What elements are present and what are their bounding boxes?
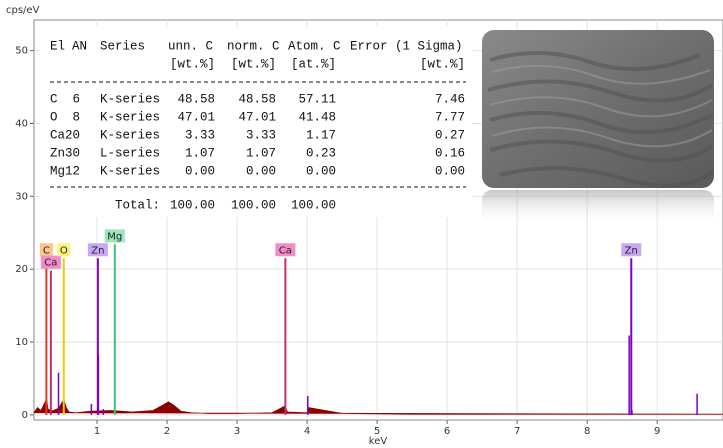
table-cell: 47.01	[238, 110, 276, 124]
table-cell: 0.27	[435, 128, 465, 142]
table-cell: O	[50, 110, 58, 124]
table-cell: 20	[65, 128, 80, 142]
table-panel	[40, 27, 472, 217]
element-tag	[39, 243, 53, 257]
element-tag	[57, 243, 71, 257]
table-header: Atom. C	[288, 39, 341, 53]
table-cell: 41.48	[298, 110, 336, 124]
table-cell: Ca	[50, 128, 66, 142]
table-cell: 48.58	[177, 92, 215, 106]
table-cell: 0.00	[246, 164, 276, 178]
table-cell: L-series	[100, 146, 160, 160]
table-header: Error (1 Sigma)	[350, 39, 463, 53]
element-tag	[621, 243, 642, 257]
x-tick-label: 7	[514, 426, 520, 437]
table-total: 100.00	[170, 198, 215, 212]
table-unit: [wt.%]	[231, 57, 276, 71]
table-total: 100.00	[231, 198, 276, 212]
table-cell: 3.33	[185, 128, 215, 142]
y-tick-label: 0	[22, 410, 28, 421]
x-axis-label: keV	[369, 436, 388, 447]
table-cell: C	[50, 92, 58, 106]
table-cell: K-series	[100, 110, 160, 124]
table-cell: Mg	[50, 164, 65, 178]
x-tick-label: 6	[444, 426, 450, 437]
x-tick-label: 4	[304, 426, 310, 437]
table-cell: 0.00	[306, 164, 336, 178]
element-label: Ca	[44, 258, 57, 269]
table-total: 100.00	[291, 198, 336, 212]
y-axis-label: cps/eV	[6, 5, 40, 16]
table-cell: K-series	[100, 128, 160, 142]
table-cell: 57.11	[298, 92, 336, 106]
table-header: Series	[100, 39, 145, 53]
table-cell: 1.07	[246, 146, 276, 160]
table-cell: 1.17	[306, 128, 336, 142]
y-tick-label: 50	[15, 46, 28, 57]
x-tick-label: 5	[374, 426, 380, 437]
element-label: Zn	[625, 245, 638, 256]
table-cell: K-series	[100, 164, 160, 178]
table-cell: 12	[65, 164, 80, 178]
table-cell: 6	[72, 92, 80, 106]
table-cell: 0.00	[185, 164, 215, 178]
x-tick-label: 3	[234, 426, 240, 437]
table-cell: 47.01	[177, 110, 215, 124]
y-tick-label: 40	[15, 118, 28, 129]
x-tick-label: 2	[164, 426, 170, 437]
table-header: El	[50, 39, 65, 53]
table-cell: K-series	[100, 92, 160, 106]
x-tick-label: 1	[94, 426, 100, 437]
x-tick-label: 8	[584, 426, 590, 437]
element-tag	[275, 243, 296, 257]
table-unit: [wt.%]	[170, 57, 215, 71]
table-cell: 0.16	[435, 146, 465, 160]
table-cell: 1.07	[185, 146, 215, 160]
table-cell: 3.33	[246, 128, 276, 142]
element-label: Ca	[279, 245, 292, 256]
table-cell: 30	[65, 146, 80, 160]
y-tick-label: 30	[15, 191, 28, 202]
x-tick-label: 9	[654, 426, 660, 437]
table-cell: 8	[72, 110, 80, 124]
table-total: Total:	[115, 198, 160, 212]
table-unit: [wt.%]	[420, 57, 465, 71]
element-label: Zn	[91, 245, 104, 256]
y-tick-label: 10	[15, 337, 28, 348]
table-header: unn. C	[168, 39, 213, 53]
element-label: O	[60, 245, 68, 256]
table-cell: 0.00	[435, 164, 465, 178]
table-cell: Zn	[50, 146, 65, 160]
element-label: Mg	[107, 231, 122, 242]
table-cell: 0.23	[306, 146, 336, 160]
y-tick-label: 20	[15, 264, 28, 275]
element-tag	[104, 229, 125, 243]
table-unit: [at.%]	[291, 57, 336, 71]
table-header: AN	[72, 39, 87, 53]
sem-image	[482, 30, 714, 226]
table-cell: 48.58	[238, 92, 276, 106]
element-tag	[40, 255, 61, 269]
element-label: C	[43, 245, 50, 256]
table-header: norm. C	[227, 39, 280, 53]
table-cell: 7.46	[435, 92, 465, 106]
element-tag	[87, 243, 108, 257]
table-cell: 7.77	[435, 110, 465, 124]
